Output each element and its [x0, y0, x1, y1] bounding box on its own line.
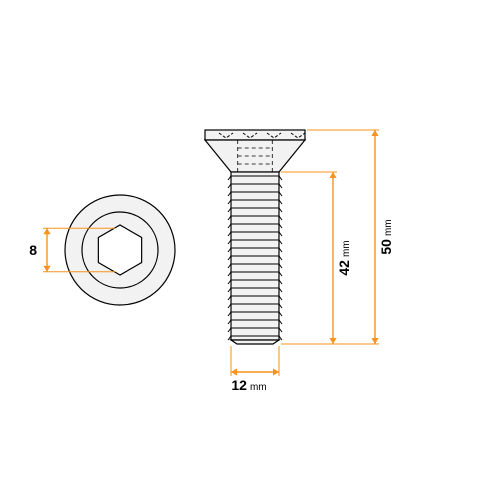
- dim-hex: 8: [29, 242, 37, 258]
- side-view: 12mm 42mm 50mm: [205, 130, 394, 393]
- top-view: 8: [29, 195, 175, 305]
- dim-shaft-width: 12mm: [231, 377, 266, 393]
- dim-shaft-length: 42mm: [336, 240, 352, 275]
- dim-total-length: 50mm: [378, 219, 394, 254]
